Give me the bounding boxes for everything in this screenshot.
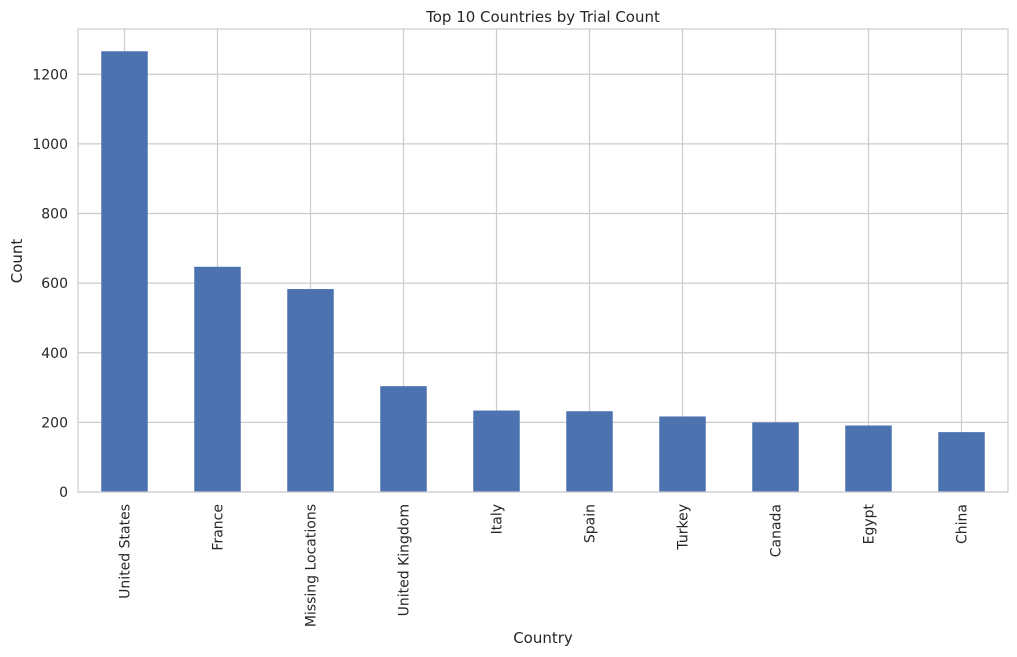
bar bbox=[659, 416, 706, 492]
y-tick-label: 400 bbox=[41, 346, 68, 362]
y-tick-labels: 0 200 400 600 800 1000 1200 bbox=[32, 67, 68, 501]
x-tick-labels: United States France Missing Locations Unit… bbox=[118, 504, 971, 628]
x-tick-label: Missing Locations bbox=[304, 504, 320, 627]
bar bbox=[101, 51, 148, 493]
y-tick-label: 600 bbox=[41, 276, 68, 292]
y-axis-label: Count bbox=[8, 239, 26, 284]
bars bbox=[101, 51, 985, 493]
bar bbox=[473, 410, 520, 492]
x-tick-label: China bbox=[955, 504, 971, 544]
bar bbox=[938, 432, 985, 492]
chart-title: Top 10 Countries by Trial Count bbox=[425, 8, 660, 26]
x-tick-label: United Kingdom bbox=[397, 504, 413, 616]
x-tick-label: Spain bbox=[583, 504, 599, 543]
bar bbox=[752, 422, 799, 492]
bar bbox=[566, 411, 613, 492]
bar bbox=[194, 266, 241, 492]
y-tick-label: 800 bbox=[41, 207, 68, 223]
x-tick-label: France bbox=[211, 504, 227, 551]
plot-frame bbox=[77, 28, 1009, 493]
y-tick-label: 1000 bbox=[32, 137, 68, 153]
x-tick-label: Italy bbox=[490, 504, 506, 534]
x-tick-label: Canada bbox=[769, 504, 785, 557]
x-axis-label: Country bbox=[513, 629, 573, 647]
bar bbox=[287, 289, 334, 492]
y-tick-label: 0 bbox=[59, 485, 68, 501]
y-tick-label: 200 bbox=[41, 415, 68, 431]
bar bbox=[845, 425, 892, 492]
x-tick-label: United States bbox=[118, 504, 134, 599]
x-tick-label: Turkey bbox=[676, 504, 692, 551]
x-tick-label: Egypt bbox=[862, 504, 878, 545]
y-tick-label: 1200 bbox=[32, 67, 68, 83]
bar bbox=[380, 386, 427, 492]
